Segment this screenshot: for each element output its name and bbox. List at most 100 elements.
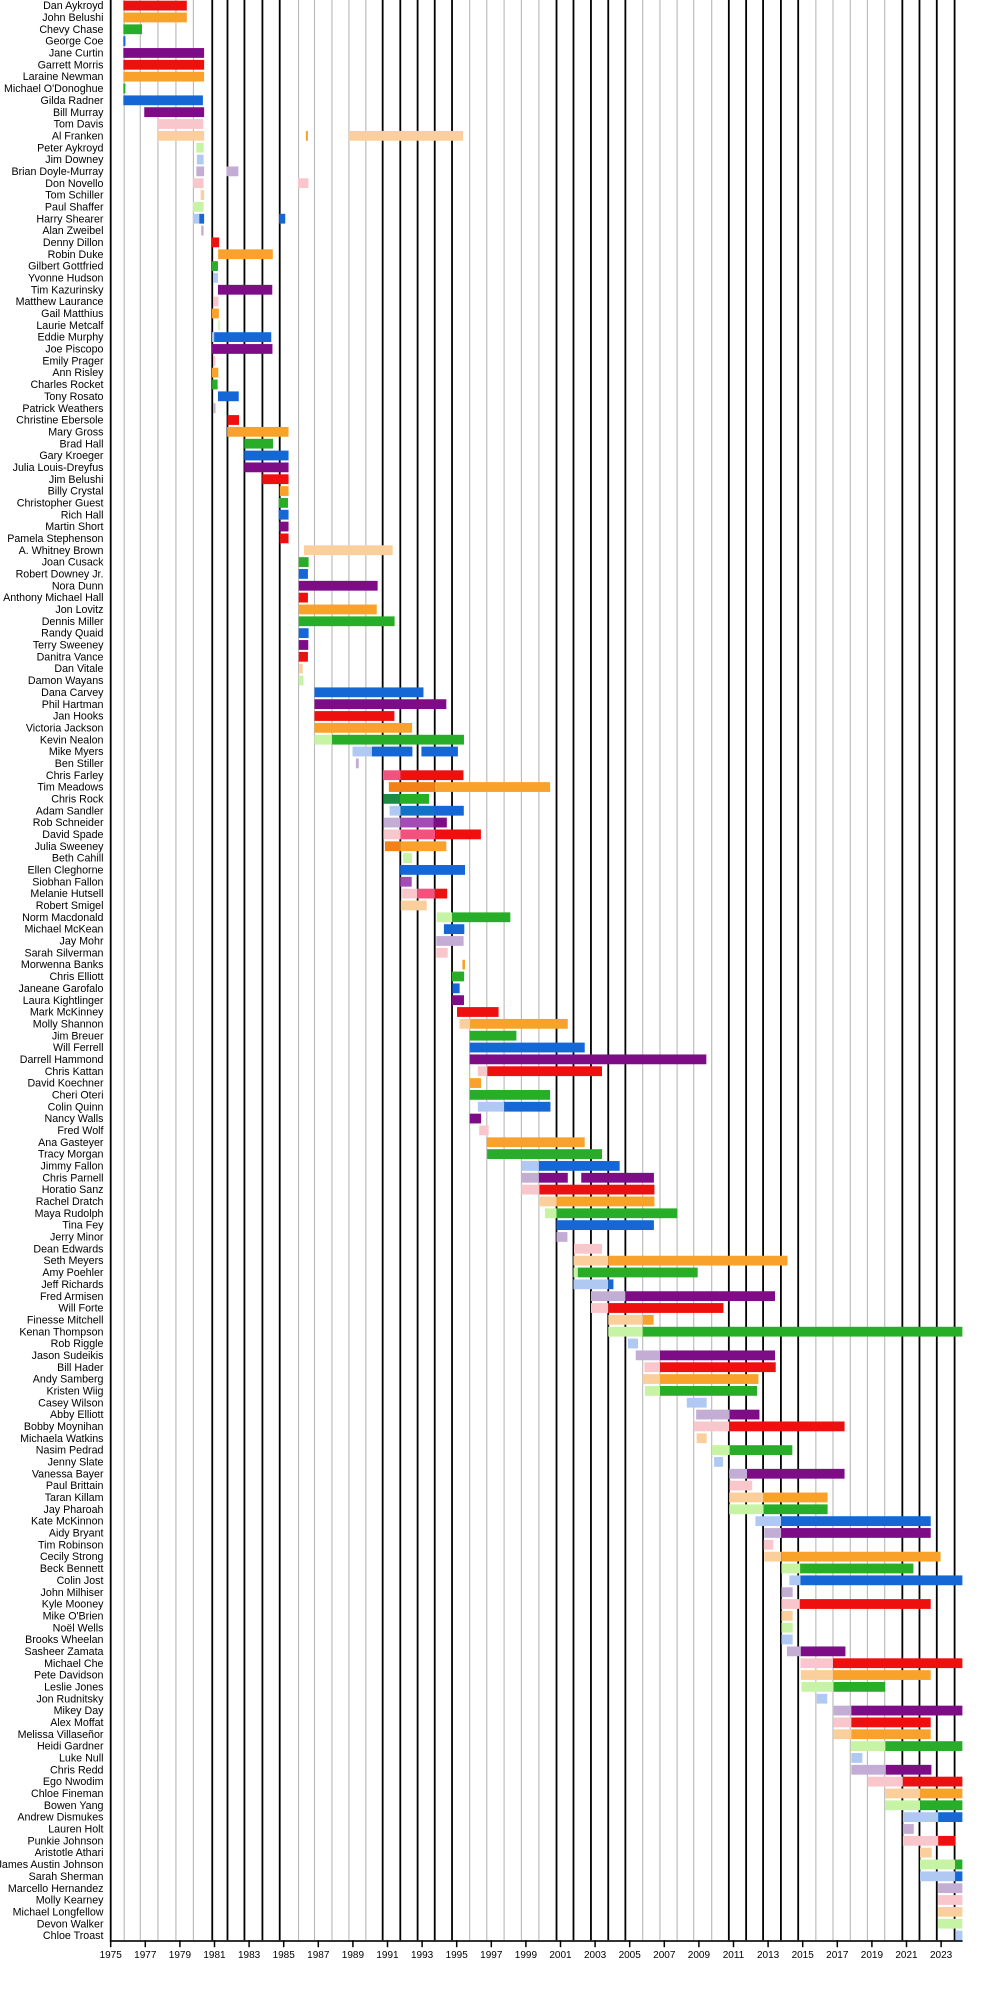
svg-text:Tom Davis: Tom Davis	[54, 119, 104, 131]
svg-text:Gilda Radner: Gilda Radner	[41, 95, 104, 107]
svg-text:Kenan Thompson: Kenan Thompson	[19, 1326, 103, 1338]
svg-text:Damon Wayans: Damon Wayans	[28, 675, 104, 687]
svg-text:Michaela Watkins: Michaela Watkins	[20, 1433, 103, 1445]
svg-text:2015: 2015	[792, 1950, 815, 1961]
svg-text:2003: 2003	[584, 1950, 607, 1961]
svg-text:Devon Walker: Devon Walker	[37, 1918, 104, 1930]
svg-text:Bill Murray: Bill Murray	[53, 107, 104, 119]
svg-text:Michael Che: Michael Che	[44, 1658, 103, 1670]
svg-text:Lauren Holt: Lauren Holt	[48, 1824, 103, 1836]
svg-text:2009: 2009	[688, 1950, 711, 1961]
svg-text:Robin Duke: Robin Duke	[48, 249, 104, 261]
svg-text:Randy Quaid: Randy Quaid	[41, 628, 103, 640]
svg-text:Harry Shearer: Harry Shearer	[36, 213, 104, 225]
svg-text:Brian Doyle-Murray: Brian Doyle-Murray	[11, 166, 104, 178]
svg-text:Julia Louis-Dreyfus: Julia Louis-Dreyfus	[13, 462, 104, 474]
svg-text:Billy Crystal: Billy Crystal	[48, 486, 104, 498]
svg-text:Siobhan Fallon: Siobhan Fallon	[32, 876, 103, 888]
svg-text:Eddie Murphy: Eddie Murphy	[38, 332, 105, 344]
svg-text:Will Ferrell: Will Ferrell	[53, 1042, 103, 1054]
svg-text:1985: 1985	[273, 1950, 296, 1961]
svg-text:Dan Aykroyd: Dan Aykroyd	[43, 0, 103, 12]
svg-text:Fred Armisen: Fred Armisen	[40, 1291, 104, 1303]
svg-text:Maya Rudolph: Maya Rudolph	[35, 1208, 104, 1220]
svg-text:Christopher Guest: Christopher Guest	[17, 497, 104, 509]
svg-text:Luke Null: Luke Null	[59, 1753, 104, 1765]
svg-text:Tracy Morgan: Tracy Morgan	[38, 1149, 104, 1161]
svg-text:Gilbert Gottfried: Gilbert Gottfried	[28, 261, 103, 273]
svg-text:Tina Fey: Tina Fey	[62, 1220, 104, 1232]
svg-text:Bill Hader: Bill Hader	[57, 1362, 104, 1374]
svg-text:Robert Smigel: Robert Smigel	[36, 900, 104, 912]
svg-text:2023: 2023	[930, 1950, 953, 1961]
svg-text:Rob Riggle: Rob Riggle	[51, 1338, 104, 1350]
svg-text:Jim Belushi: Jim Belushi	[49, 474, 104, 486]
svg-text:Jay Mohr: Jay Mohr	[60, 936, 104, 948]
svg-text:Jeff Richards: Jeff Richards	[41, 1279, 103, 1291]
svg-text:Jenny Slate: Jenny Slate	[48, 1457, 104, 1469]
svg-text:Leslie Jones: Leslie Jones	[44, 1681, 103, 1693]
svg-text:Pete Davidson: Pete Davidson	[34, 1670, 104, 1682]
svg-text:Yvonne Hudson: Yvonne Hudson	[28, 273, 104, 285]
svg-text:Ben Stiller: Ben Stiller	[55, 758, 104, 770]
svg-text:Phil Hartman: Phil Hartman	[42, 699, 104, 711]
svg-text:Norm Macdonald: Norm Macdonald	[22, 912, 103, 924]
svg-text:1989: 1989	[342, 1950, 365, 1961]
svg-text:A. Whitney Brown: A. Whitney Brown	[19, 545, 104, 557]
svg-text:Paul Shaffer: Paul Shaffer	[45, 201, 104, 213]
svg-text:2011: 2011	[723, 1950, 745, 1961]
svg-text:Rich Hall: Rich Hall	[61, 509, 104, 521]
svg-text:Tim Robinson: Tim Robinson	[38, 1539, 104, 1551]
svg-text:Heidi Gardner: Heidi Gardner	[37, 1741, 104, 1753]
svg-text:Jon Rudnitsky: Jon Rudnitsky	[36, 1693, 104, 1705]
svg-text:Colin Jost: Colin Jost	[57, 1575, 104, 1587]
svg-text:Aidy Bryant: Aidy Bryant	[49, 1528, 104, 1540]
svg-text:Nora Dunn: Nora Dunn	[52, 580, 104, 592]
svg-text:1975: 1975	[100, 1950, 123, 1961]
svg-text:Robert Downey Jr.: Robert Downey Jr.	[16, 569, 104, 581]
svg-text:Ana Gasteyer: Ana Gasteyer	[38, 1137, 104, 1149]
svg-text:2001: 2001	[549, 1950, 572, 1961]
svg-text:2021: 2021	[895, 1950, 918, 1961]
svg-text:Jerry Minor: Jerry Minor	[50, 1232, 104, 1244]
svg-text:Laurie Metcalf: Laurie Metcalf	[36, 320, 103, 332]
svg-text:Jim Downey: Jim Downey	[45, 154, 104, 166]
svg-text:Mikey Day: Mikey Day	[54, 1705, 105, 1717]
svg-text:1999: 1999	[515, 1950, 538, 1961]
svg-text:Melanie Hutsell: Melanie Hutsell	[30, 888, 103, 900]
svg-text:Terry Sweeney: Terry Sweeney	[33, 640, 104, 652]
svg-text:1991: 1991	[376, 1950, 399, 1961]
svg-text:Chris Kattan: Chris Kattan	[45, 1066, 104, 1078]
svg-text:Brad Hall: Brad Hall	[60, 438, 104, 450]
svg-text:Kristen Wiig: Kristen Wiig	[46, 1385, 103, 1397]
svg-text:Chevy Chase: Chevy Chase	[39, 24, 103, 36]
svg-text:Michael Longfellow: Michael Longfellow	[13, 1906, 104, 1918]
svg-text:1995: 1995	[446, 1950, 469, 1961]
svg-text:Victoria Jackson: Victoria Jackson	[26, 722, 104, 734]
svg-text:2007: 2007	[653, 1950, 676, 1961]
svg-text:Patrick Weathers: Patrick Weathers	[22, 403, 103, 415]
svg-text:Dana Carvey: Dana Carvey	[41, 687, 104, 699]
svg-text:Michael O'Donoghue: Michael O'Donoghue	[4, 83, 104, 95]
svg-text:Mike O'Brien: Mike O'Brien	[43, 1610, 104, 1622]
svg-text:Cheri Oteri: Cheri Oteri	[52, 1089, 104, 1101]
svg-text:1983: 1983	[238, 1950, 261, 1961]
svg-text:Anthony Michael Hall: Anthony Michael Hall	[3, 592, 103, 604]
svg-text:Mary Gross: Mary Gross	[48, 426, 103, 438]
svg-text:Ego Nwodim: Ego Nwodim	[43, 1776, 104, 1788]
svg-text:Gail Matthius: Gail Matthius	[41, 308, 103, 320]
svg-text:Marcello Hernandez: Marcello Hernandez	[8, 1883, 104, 1895]
svg-text:1981: 1981	[203, 1950, 226, 1961]
svg-text:Ann Risley: Ann Risley	[52, 367, 104, 379]
svg-text:Molly Kearney: Molly Kearney	[36, 1895, 104, 1907]
svg-text:Jim Breuer: Jim Breuer	[52, 1030, 104, 1042]
svg-text:Joe Piscopo: Joe Piscopo	[45, 344, 103, 356]
svg-text:Bowen Yang: Bowen Yang	[44, 1800, 104, 1812]
svg-text:Tony Rosato: Tony Rosato	[44, 391, 103, 403]
svg-text:Michael McKean: Michael McKean	[24, 924, 103, 936]
svg-text:Tim Kazurinsky: Tim Kazurinsky	[31, 284, 104, 296]
svg-text:Rachel Dratch: Rachel Dratch	[36, 1196, 104, 1208]
svg-text:Christine Ebersole: Christine Ebersole	[16, 415, 103, 427]
svg-text:Jon Lovitz: Jon Lovitz	[55, 604, 103, 616]
svg-text:2013: 2013	[757, 1950, 780, 1961]
